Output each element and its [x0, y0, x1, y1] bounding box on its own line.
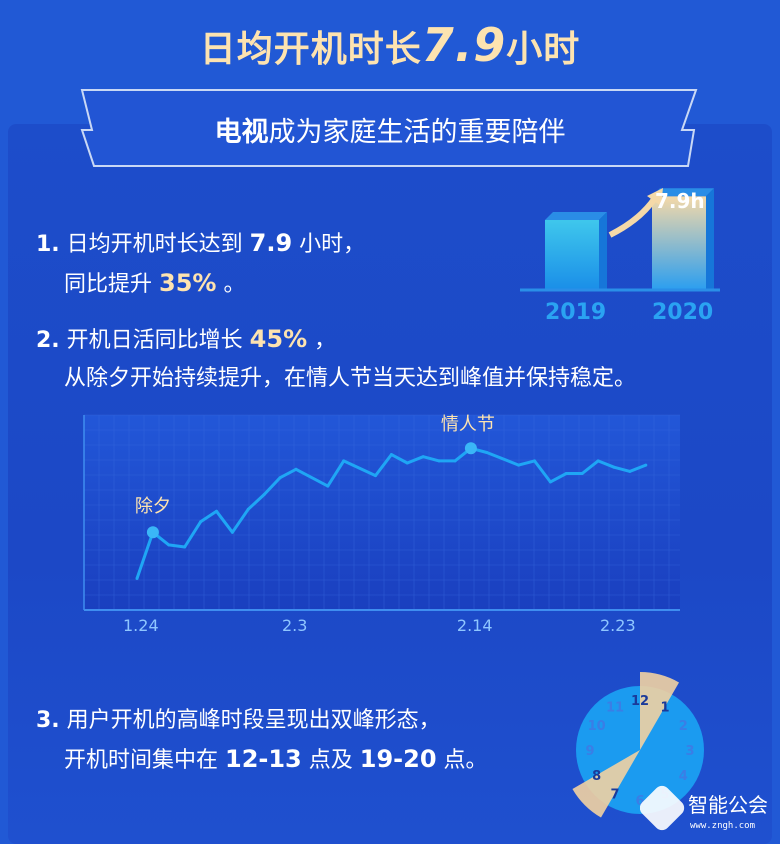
- x-tick-label: 2.23: [600, 616, 636, 635]
- data-point-2.2: [278, 476, 282, 480]
- peak-sector-12-13: [640, 672, 679, 750]
- data-point-2.23: [612, 465, 616, 469]
- title-suffix: 小时: [506, 29, 581, 70]
- data-point-2.19: [548, 480, 552, 484]
- clock-hour-1: 1: [660, 701, 669, 716]
- stat-item-3: 3. 用户开机的高峰时段呈现出双峰形态， 开机时间集中在 12-13 点及 19…: [36, 702, 488, 780]
- data-point-2.9: [389, 453, 393, 457]
- annotation-marker: [146, 526, 159, 539]
- item-number: 2.: [36, 328, 60, 353]
- peak-sector-19-20: [572, 750, 640, 818]
- highlight-value: 35%: [159, 269, 217, 297]
- data-point-2.11: [421, 455, 425, 459]
- x-tick-label: 1.24: [123, 616, 159, 635]
- growth-arrow-icon: [608, 196, 658, 238]
- text: 。: [216, 272, 246, 297]
- text: 从除夕开始持续提升，在情人节当天达到峰值并保持稳定。: [64, 366, 637, 391]
- highlight-value: 45%: [249, 325, 308, 353]
- text: 开机时间集中在: [64, 748, 225, 773]
- data-point-2.12: [437, 459, 441, 463]
- stat-item-1: 1. 日均开机时长达到 7.9 小时， 同比提升 35% 。: [36, 224, 365, 304]
- text: 点。: [436, 748, 488, 773]
- data-point-1.24: [135, 577, 139, 580]
- value: 19-20: [359, 745, 437, 773]
- bar-category-2019: 2019: [545, 300, 607, 325]
- year-bar-chart: 7.9h: [520, 188, 720, 292]
- data-point-2.24: [628, 469, 632, 473]
- text: 点及: [301, 748, 360, 773]
- data-point-2.3: [294, 467, 298, 471]
- bar-2020: [652, 188, 714, 290]
- data-point-2.17: [517, 463, 521, 467]
- data-point-1.27: [183, 545, 187, 549]
- clock-hour-8: 8: [592, 769, 601, 784]
- clock-hour-4: 4: [679, 769, 688, 784]
- data-point-2.6: [342, 459, 346, 463]
- banner-text: 电视成为家庭生活的重要陪伴: [0, 110, 780, 149]
- value: 12-13: [225, 745, 302, 773]
- clock-hour-6: 6: [635, 794, 644, 809]
- plot-area: [84, 415, 680, 610]
- data-point-1.28: [199, 520, 203, 524]
- data-point-2.13: [453, 459, 457, 463]
- text: 小时，: [292, 232, 366, 257]
- text: 同比提升: [64, 272, 159, 297]
- bar-2019: [545, 211, 607, 290]
- clock-hour-9: 9: [585, 744, 594, 759]
- value: 7.9: [249, 229, 293, 257]
- clock-hour-12: 12: [631, 694, 649, 709]
- title-number: 7.9: [421, 18, 507, 72]
- data-point-2.8: [374, 474, 377, 478]
- clock-hour-7: 7: [610, 787, 619, 802]
- bar-category-2020: 2020: [652, 300, 714, 325]
- watermark-logo: 智能公会 www.zngh.com: [640, 785, 768, 831]
- item-number: 1.: [36, 232, 60, 257]
- data-point-2.22: [596, 459, 600, 463]
- item-number: 3.: [36, 708, 60, 733]
- stat-item-2: 2. 开机日活同比增长 45% ， 从除夕开始持续提升，在情人节当天达到峰值并保…: [36, 320, 636, 398]
- x-tick-label: 2.3: [282, 616, 308, 635]
- data-point-1.30: [230, 530, 234, 534]
- bar-data-label: 7.9h: [655, 189, 705, 213]
- data-point-2.20: [564, 472, 568, 475]
- watermark-name: 智能公会: [688, 793, 768, 817]
- text: 开机日活同比增长: [66, 328, 250, 353]
- text: 日均开机时长达到: [66, 232, 250, 257]
- data-point-2.18: [533, 459, 536, 463]
- banner-bold: 电视: [214, 117, 269, 148]
- data-point-1.29: [215, 509, 218, 513]
- annotation-label: 除夕: [134, 496, 171, 518]
- data-point-1.31: [246, 507, 250, 511]
- x-tick-label: 2.14: [456, 616, 493, 635]
- clock-hour-11: 11: [606, 701, 624, 716]
- clock-peak-chart: 121234567891011: [572, 672, 704, 818]
- page-title: 日均开机时长7.9小时: [0, 18, 780, 72]
- annotation-label: 情人节: [440, 414, 495, 436]
- data-point-2.10: [405, 461, 409, 465]
- annotation-marker: [464, 442, 477, 455]
- data-point-1.26: [167, 543, 171, 547]
- data-point-2.21: [580, 472, 584, 475]
- data-point-2.25: [644, 463, 648, 467]
- data-point-2.5: [326, 484, 330, 488]
- title-prefix: 日均开机时长: [199, 29, 422, 70]
- clock-hour-2: 2: [679, 719, 688, 734]
- text: ，: [307, 328, 337, 353]
- ribbon-banner: [80, 89, 698, 167]
- clock-hour-10: 10: [588, 719, 606, 734]
- watermark-url: www.zngh.com: [690, 821, 755, 831]
- text: 用户开机的高峰时段呈现出双峰形态，: [66, 708, 441, 733]
- banner-rest: 成为家庭生活的重要陪伴: [268, 117, 566, 148]
- series-line: [135, 446, 647, 579]
- data-point-2.15: [485, 451, 489, 454]
- clock-hour-3: 3: [685, 744, 694, 759]
- data-point-2.1: [262, 493, 266, 496]
